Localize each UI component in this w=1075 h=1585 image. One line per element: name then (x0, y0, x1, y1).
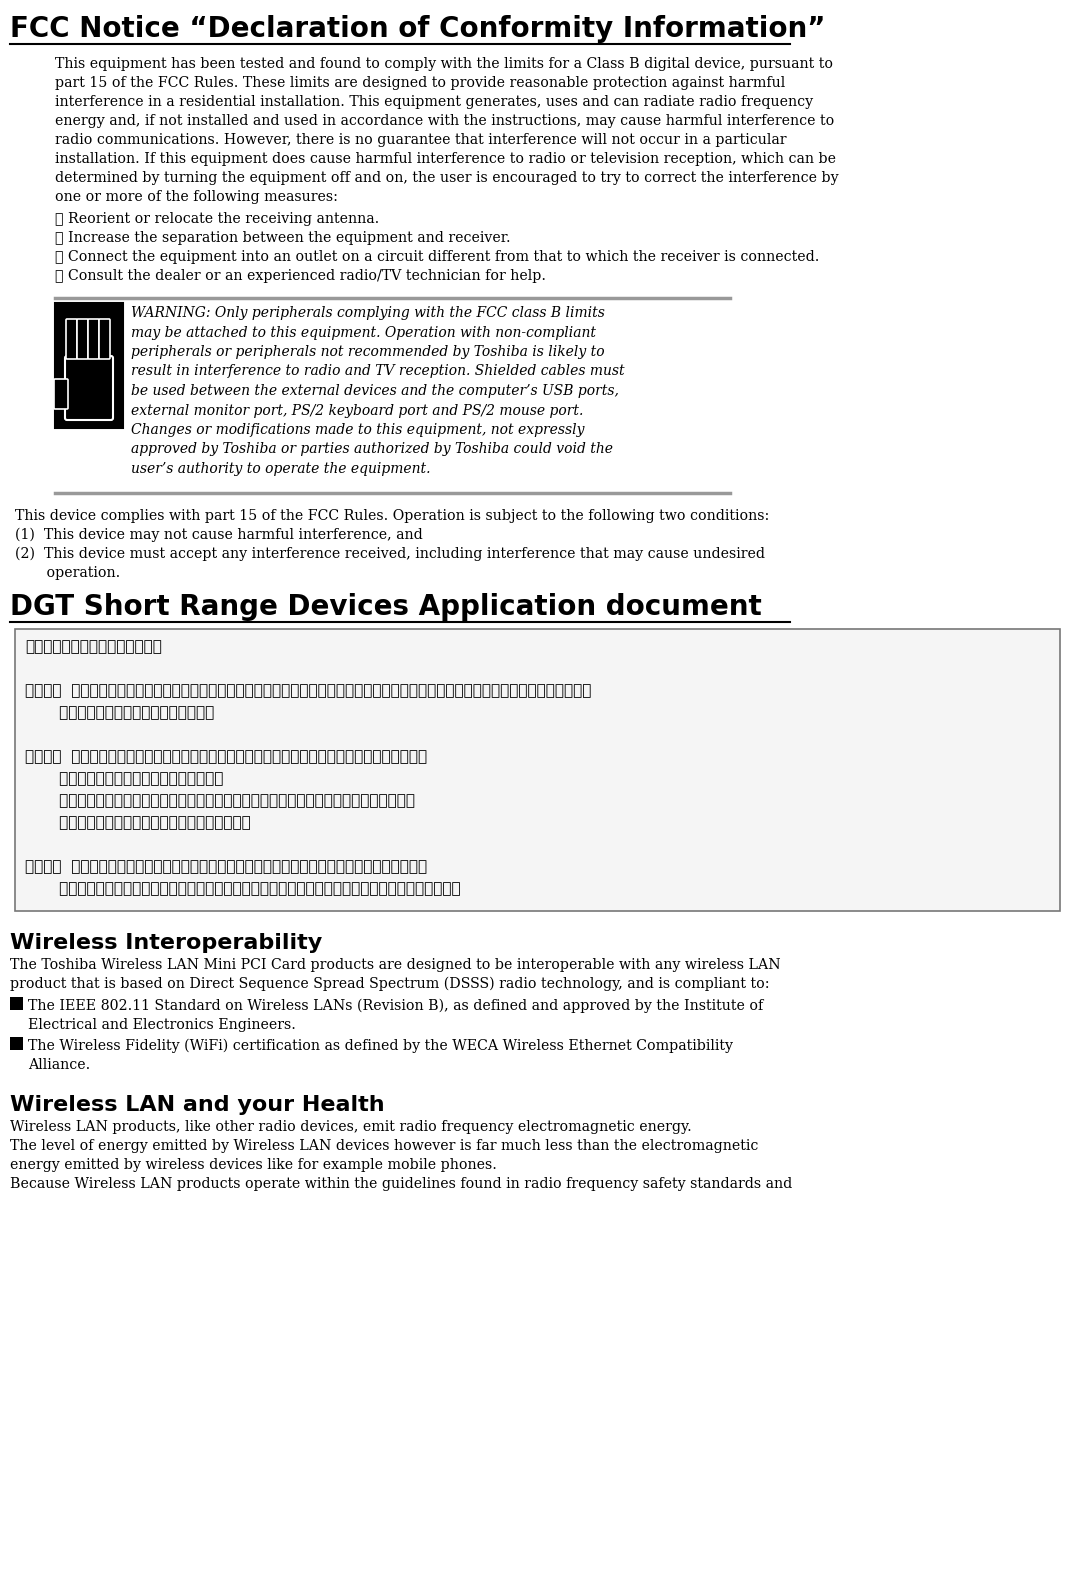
Text: energy and, if not installed and used in accordance with the instructions, may c: energy and, if not installed and used in… (55, 114, 834, 128)
Text: installation. If this equipment does cause harmful interference to radio or tele: installation. If this equipment does cau… (55, 152, 836, 166)
Text: ✿ Reorient or relocate the receiving antenna.: ✿ Reorient or relocate the receiving ant… (55, 212, 379, 227)
Text: external monitor port, PS/2 keyboard port and PS/2 mouse port.: external monitor port, PS/2 keyboard por… (131, 404, 584, 417)
Text: 第二十條  輸入、製造低功率射頻電機之公司、商號或其使用者違反本辦法規定，擅自使用或變更無: 第二十條 輸入、製造低功率射頻電機之公司、商號或其使用者違反本辦法規定，擅自使用… (25, 859, 427, 873)
Text: FCC Notice “Declaration of Conformity Information”: FCC Notice “Declaration of Conformity In… (10, 14, 826, 43)
FancyBboxPatch shape (10, 997, 23, 1010)
Text: This equipment has been tested and found to comply with the limits for a Class B: This equipment has been tested and found… (55, 57, 833, 71)
Text: 停用，並改善至無干擾時方得繼續使用。: 停用，並改善至無干擾時方得繼續使用。 (25, 770, 224, 786)
FancyBboxPatch shape (55, 303, 123, 428)
Text: 線電頻率、電功率者，除依電信法規定處罰外，電信總局並得撤銷其型式認證證明或型式認證標簽。: 線電頻率、電功率者，除依電信法規定處罰外，電信總局並得撤銷其型式認證證明或型式認… (25, 881, 460, 896)
Text: operation.: operation. (15, 566, 120, 580)
Text: Wireless LAN products, like other radio devices, emit radio frequency electromag: Wireless LAN products, like other radio … (10, 1121, 691, 1133)
Text: 前項合法通信，指依電信法規定作業之無線電通信。低功率射頻電機須忍受合法通信或工: 前項合法通信，指依電信法規定作業之無線電通信。低功率射頻電機須忍受合法通信或工 (25, 792, 415, 808)
Text: Electrical and Electronics Engineers.: Electrical and Electronics Engineers. (28, 1018, 296, 1032)
Text: user’s authority to operate the equipment.: user’s authority to operate the equipmen… (131, 461, 430, 475)
Text: energy emitted by wireless devices like for example mobile phones.: energy emitted by wireless devices like … (10, 1159, 497, 1171)
Text: radio communications. However, there is no guarantee that interference will not : radio communications. However, there is … (55, 133, 787, 147)
FancyBboxPatch shape (64, 357, 113, 420)
Text: part 15 of the FCC Rules. These limits are designed to provide reasonable protec: part 15 of the FCC Rules. These limits a… (55, 76, 785, 90)
FancyBboxPatch shape (88, 319, 99, 358)
Text: ✿ Increase the separation between the equipment and receiver.: ✿ Increase the separation between the eq… (55, 231, 511, 246)
Text: one or more of the following measures:: one or more of the following measures: (55, 190, 338, 204)
Text: 第十四條  經型式認證合格之低功率射頻電機，非經許可，公司、商號或使用者均不得擅自變更頻率、加大功率或變更原設計之特性及功能。: 第十四條 經型式認證合格之低功率射頻電機，非經許可，公司、商號或使用者均不得擅自… (25, 683, 591, 697)
FancyBboxPatch shape (10, 1037, 23, 1049)
Text: WARNING: Only peripherals complying with the FCC class B limits: WARNING: Only peripherals complying with… (131, 306, 605, 320)
Text: approved by Toshiba or parties authorized by Toshiba could void the: approved by Toshiba or parties authorize… (131, 442, 613, 456)
FancyBboxPatch shape (66, 319, 77, 358)
Text: The Wireless Fidelity (WiFi) certification as defined by the WECA Wireless Ether: The Wireless Fidelity (WiFi) certificati… (28, 1040, 733, 1054)
Text: The Toshiba Wireless LAN Mini PCI Card products are designed to be interoperable: The Toshiba Wireless LAN Mini PCI Card p… (10, 957, 780, 972)
Text: 加大功率或變更原設計之特性及功能。: 加大功率或變更原設計之特性及功能。 (25, 705, 214, 720)
Text: Because Wireless LAN products operate within the guidelines found in radio frequ: Because Wireless LAN products operate wi… (10, 1178, 792, 1190)
FancyBboxPatch shape (99, 319, 110, 358)
Text: 業、科學及醫療用電波輺射性電機設備之干擾。: 業、科學及醫療用電波輺射性電機設備之干擾。 (25, 815, 250, 831)
Text: Wireless LAN and your Health: Wireless LAN and your Health (10, 1095, 385, 1114)
Text: may be attached to this equipment. Operation with non-compliant: may be attached to this equipment. Opera… (131, 325, 596, 339)
FancyBboxPatch shape (77, 319, 88, 358)
Text: This device complies with part 15 of the FCC Rules. Operation is subject to the : This device complies with part 15 of the… (15, 509, 770, 523)
Text: ✿ Connect the equipment into an outlet on a circuit different from that to which: ✿ Connect the equipment into an outlet o… (55, 250, 819, 265)
Text: 第十七條  低功率射頻電機之使用不得影響飛航安全及干擾合法通信；經發現有干擾現象時，應立即: 第十七條 低功率射頻電機之使用不得影響飛航安全及干擾合法通信；經發現有干擾現象時… (25, 750, 427, 764)
Text: The IEEE 802.11 Standard on Wireless LANs (Revision B), as defined and approved : The IEEE 802.11 Standard on Wireless LAN… (28, 999, 763, 1013)
Text: ✿ Consult the dealer or an experienced radio/TV technician for help.: ✿ Consult the dealer or an experienced r… (55, 269, 546, 284)
Text: (2)  This device must accept any interference received, including interference t: (2) This device must accept any interfer… (15, 547, 765, 561)
Text: interference in a residential installation. This equipment generates, uses and c: interference in a residential installati… (55, 95, 813, 109)
Text: The level of energy emitted by Wireless LAN devices however is far much less tha: The level of energy emitted by Wireless … (10, 1140, 758, 1152)
Text: 根據交通部低功率管理辦法規定：: 根據交通部低功率管理辦法規定： (25, 639, 162, 655)
Text: product that is based on Direct Sequence Spread Spectrum (DSSS) radio technology: product that is based on Direct Sequence… (10, 976, 770, 991)
FancyBboxPatch shape (54, 379, 68, 409)
Text: be used between the external devices and the computer’s USB ports,: be used between the external devices and… (131, 384, 619, 398)
Text: Wireless Interoperability: Wireless Interoperability (10, 934, 322, 953)
Text: determined by turning the equipment off and on, the user is encouraged to try to: determined by turning the equipment off … (55, 171, 838, 185)
Text: DGT Short Range Devices Application document: DGT Short Range Devices Application docu… (10, 593, 762, 621)
FancyBboxPatch shape (15, 629, 1060, 911)
Text: result in interference to radio and TV reception. Shielded cables must: result in interference to radio and TV r… (131, 365, 625, 379)
Text: (1)  This device may not cause harmful interference, and: (1) This device may not cause harmful in… (15, 528, 422, 542)
Text: peripherals or peripherals not recommended by Toshiba is likely to: peripherals or peripherals not recommend… (131, 346, 604, 358)
Text: Changes or modifications made to this equipment, not expressly: Changes or modifications made to this eq… (131, 423, 585, 437)
Text: Alliance.: Alliance. (28, 1059, 90, 1071)
